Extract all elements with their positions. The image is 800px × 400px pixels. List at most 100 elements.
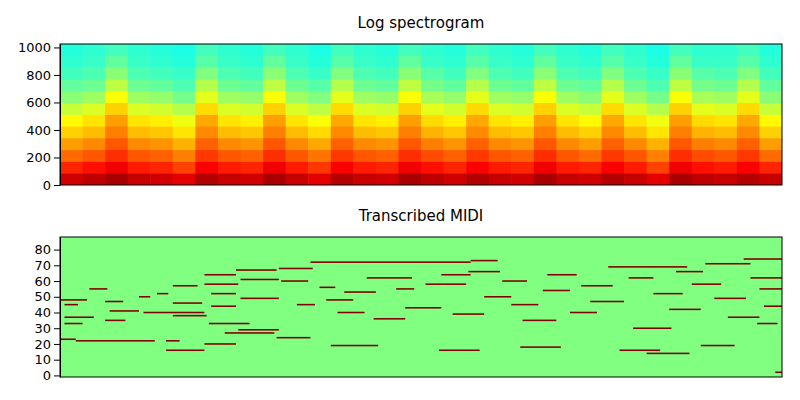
heatmap-cell (105, 161, 128, 173)
y-tick-mark (54, 375, 60, 376)
heatmap-cell (534, 44, 557, 56)
y-tick-mark (54, 313, 60, 314)
note (166, 349, 204, 351)
note (173, 315, 207, 317)
heatmap-cell (511, 126, 534, 138)
note (241, 279, 279, 281)
heatmap-cell (195, 44, 218, 56)
heatmap-cell (421, 149, 444, 161)
heatmap-cell (398, 102, 421, 114)
heatmap-cell (150, 114, 173, 126)
note (547, 274, 576, 276)
heatmap-cell (150, 91, 173, 103)
note (211, 293, 236, 295)
heatmap-cell (105, 91, 128, 103)
y-tick-mark (54, 360, 60, 361)
heatmap-cell (556, 173, 579, 185)
heatmap-cell (398, 126, 421, 138)
heatmap-cell (624, 67, 647, 79)
heatmap-cell (421, 114, 444, 126)
heatmap-cell (241, 102, 264, 114)
heatmap-cell (579, 173, 602, 185)
note (173, 302, 202, 304)
heatmap-cell (579, 114, 602, 126)
note (633, 327, 671, 329)
heatmap-cell (579, 55, 602, 67)
heatmap-cell (286, 67, 309, 79)
heatmap-cell (331, 126, 354, 138)
y-tick: 70 (34, 258, 60, 273)
heatmap-cell (647, 44, 670, 56)
panel-heatmap: 02004006008001000Log spectrogram (18, 14, 783, 193)
heatmap-cell (759, 67, 782, 79)
note (297, 304, 315, 306)
heatmap-cell (150, 126, 173, 138)
heatmap-cell (376, 102, 399, 114)
note (344, 291, 376, 293)
heatmap-cell (556, 138, 579, 150)
heatmap-cell (376, 173, 399, 185)
heatmap-cell (647, 114, 670, 126)
panel-piano_roll: 01020304050607080Transcribed MIDI (34, 207, 782, 383)
note (692, 283, 721, 285)
heatmap-cell (669, 67, 692, 79)
heatmap-cell (692, 114, 715, 126)
note (775, 371, 782, 373)
plot-area (60, 44, 782, 185)
heatmap-cell (83, 114, 106, 126)
heatmap-cell (602, 102, 625, 114)
note (209, 323, 250, 325)
note (764, 305, 782, 307)
note (105, 320, 125, 322)
heatmap-cell (602, 91, 625, 103)
heatmap-cell (466, 149, 489, 161)
heatmap-cell (376, 91, 399, 103)
y-tick-label: 800 (26, 68, 51, 83)
heatmap-cell (534, 173, 557, 185)
heatmap-cell (466, 126, 489, 138)
heatmap-cell (263, 161, 286, 173)
heatmap-cell (173, 44, 196, 56)
heatmap-cell (398, 91, 421, 103)
heatmap-cell (624, 173, 647, 185)
y-tick-label: 600 (26, 95, 51, 110)
heatmap-cell (60, 44, 83, 56)
y-tick-label: 80 (34, 242, 51, 257)
y-tick: 200 (26, 150, 60, 165)
note (757, 323, 777, 325)
heatmap-cell (353, 114, 376, 126)
heatmap-cell (624, 91, 647, 103)
note (310, 261, 470, 263)
heatmap-cell (647, 126, 670, 138)
heatmap-cell (489, 173, 512, 185)
y-tick-label: 40 (34, 305, 51, 320)
heatmap-cell (376, 149, 399, 161)
heatmap-cell (173, 161, 196, 173)
heatmap-cell (759, 126, 782, 138)
heatmap-cell (444, 67, 467, 79)
heatmap-cell (331, 173, 354, 185)
heatmap-cell (669, 102, 692, 114)
y-tick-mark (54, 75, 60, 76)
note (629, 277, 654, 279)
heatmap-cell (195, 91, 218, 103)
heatmap-cell (173, 79, 196, 91)
note (225, 332, 275, 334)
note (238, 329, 279, 331)
note (281, 280, 308, 282)
note (89, 288, 107, 290)
heatmap-cell (692, 149, 715, 161)
heatmap-cell (511, 173, 534, 185)
heatmap-cell (263, 114, 286, 126)
heatmap-cell (263, 44, 286, 56)
heatmap-cell (241, 91, 264, 103)
note (60, 299, 87, 301)
heatmap-cell (308, 138, 331, 150)
heatmap-cell (173, 114, 196, 126)
note (502, 280, 527, 282)
heatmap-cell (759, 55, 782, 67)
heatmap-cell (286, 79, 309, 91)
heatmap-cell (308, 79, 331, 91)
note (523, 320, 557, 322)
heatmap-cell (489, 102, 512, 114)
